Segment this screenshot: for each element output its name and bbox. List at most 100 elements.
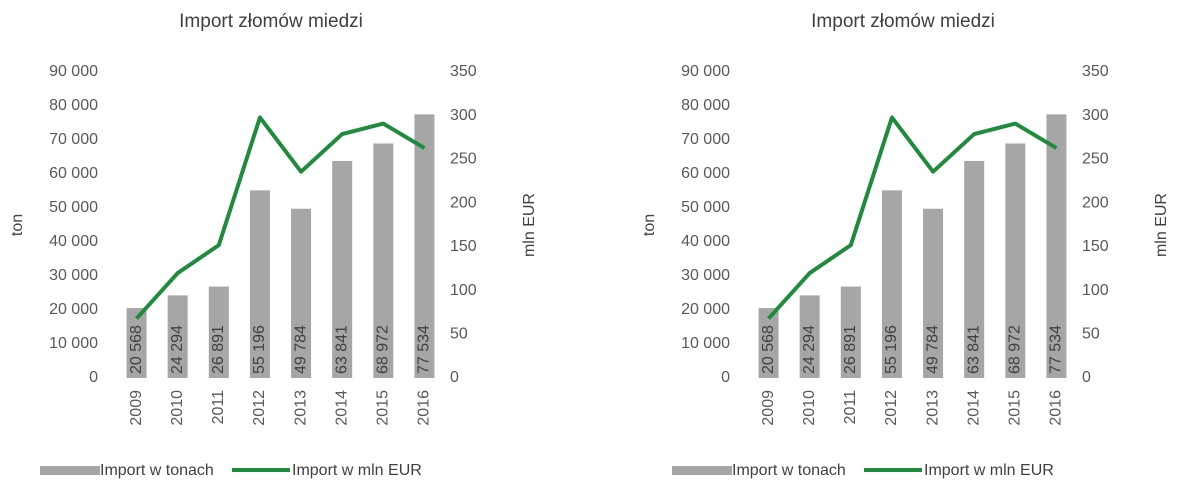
y-tick-label: 40 000 xyxy=(681,233,730,250)
bar xyxy=(373,143,394,378)
x-tick-label: 2012 xyxy=(883,390,900,426)
x-tick-label: 2014 xyxy=(333,390,350,426)
y-axis-title: ton xyxy=(9,214,26,236)
bar xyxy=(208,286,229,378)
data-label: 77 534 xyxy=(416,325,433,374)
legend-label: Import w mln EUR xyxy=(292,462,422,479)
x-tick-label: 2011 xyxy=(210,390,227,425)
y2-tick-label: 350 xyxy=(450,63,477,80)
bar xyxy=(881,190,902,378)
x-tick-label: 2015 xyxy=(375,390,392,426)
y-tick-label: 60 000 xyxy=(681,165,730,182)
bar xyxy=(414,114,435,378)
y-tick-label: 70 000 xyxy=(49,131,98,148)
data-label: 63 841 xyxy=(333,325,350,374)
data-label: 20 568 xyxy=(760,325,777,374)
data-label: 26 891 xyxy=(842,325,859,374)
y2-tick-label: 200 xyxy=(450,194,477,211)
x-tick-label: 2009 xyxy=(128,390,145,426)
y-tick-label: 10 000 xyxy=(49,335,98,352)
data-label: 49 784 xyxy=(292,325,309,374)
y2-tick-label: 0 xyxy=(450,369,459,386)
chart: Import złomów miedzi ton mln EUR 0 10 000 20 … xyxy=(641,11,1170,479)
data-label: 68 972 xyxy=(375,325,392,374)
y2-tick-label: 100 xyxy=(450,282,477,299)
legend-label: Import w tonach xyxy=(100,462,214,479)
y2-tick-label: 150 xyxy=(1082,238,1109,255)
y2-tick-label: 150 xyxy=(450,238,477,255)
y2-axis-title: mln EUR xyxy=(1153,193,1170,257)
y2-tick-label: 300 xyxy=(450,107,477,124)
chart: Import złomów miedzi ton mln EUR 0 10 000 20 … xyxy=(9,11,538,479)
line xyxy=(767,115,1058,320)
x-tick-label: 2015 xyxy=(1007,390,1024,426)
data-label: 49 784 xyxy=(924,325,941,374)
data-label: 20 568 xyxy=(128,325,145,374)
data-label: 55 196 xyxy=(251,325,268,374)
data-label: 77 534 xyxy=(1048,325,1065,374)
x-tick-label: 2013 xyxy=(924,390,941,426)
chart-title: Import złomów miedzi xyxy=(811,11,995,32)
data-label: 55 196 xyxy=(883,325,900,374)
y-tick-label: 0 xyxy=(89,369,98,386)
y-tick-label: 70 000 xyxy=(681,131,730,148)
x-tick-label: 2012 xyxy=(251,390,268,426)
y2-tick-label: 250 xyxy=(1082,151,1109,168)
data-label: 24 294 xyxy=(801,325,818,374)
y-tick-label: 0 xyxy=(721,369,730,386)
bar xyxy=(964,160,985,378)
bar xyxy=(758,308,779,378)
y2-tick-label: 50 xyxy=(1082,326,1100,343)
x-tick-label: 2013 xyxy=(292,390,309,426)
data-label: 63 841 xyxy=(965,325,982,374)
y-tick-label: 40 000 xyxy=(49,233,98,250)
y-tick-label: 30 000 xyxy=(49,267,98,284)
y-tick-label: 10 000 xyxy=(681,335,730,352)
y-tick-label: 50 000 xyxy=(49,199,98,216)
x-tick-label: 2009 xyxy=(760,390,777,426)
bar xyxy=(799,295,820,378)
y-tick-label: 50 000 xyxy=(681,199,730,216)
y-tick-label: 80 000 xyxy=(49,97,98,114)
y2-tick-label: 350 xyxy=(1082,63,1109,80)
legend-swatch xyxy=(672,466,732,475)
bar xyxy=(840,286,861,378)
chart-title: Import złomów miedzi xyxy=(179,11,363,32)
y-tick-label: 90 000 xyxy=(49,63,98,80)
y-tick-label: 60 000 xyxy=(49,165,98,182)
bar xyxy=(126,308,147,378)
bar xyxy=(923,208,944,378)
y-tick-label: 20 000 xyxy=(49,301,98,318)
y2-tick-label: 200 xyxy=(1082,194,1109,211)
y2-tick-label: 300 xyxy=(1082,107,1109,124)
y2-tick-label: 100 xyxy=(1082,282,1109,299)
x-tick-label: 2011 xyxy=(842,390,859,425)
bar xyxy=(167,295,188,378)
data-label: 26 891 xyxy=(210,325,227,374)
y2-axis-title: mln EUR xyxy=(521,193,538,257)
x-tick-label: 2010 xyxy=(169,390,186,426)
data-label: 68 972 xyxy=(1007,325,1024,374)
legend-swatch xyxy=(40,466,100,475)
line xyxy=(135,115,426,320)
y-tick-label: 20 000 xyxy=(681,301,730,318)
x-tick-label: 2016 xyxy=(416,390,433,426)
legend-label: Import w tonach xyxy=(732,462,846,479)
legend-label: Import w mln EUR xyxy=(924,462,1054,479)
bar xyxy=(1046,114,1067,378)
bar xyxy=(249,190,270,378)
y2-tick-label: 250 xyxy=(450,151,477,168)
y-tick-label: 90 000 xyxy=(681,63,730,80)
y-tick-label: 80 000 xyxy=(681,97,730,114)
x-tick-label: 2010 xyxy=(801,390,818,426)
y2-tick-label: 0 xyxy=(1082,369,1091,386)
x-tick-label: 2014 xyxy=(965,390,982,426)
bar xyxy=(332,160,353,378)
data-label: 24 294 xyxy=(169,325,186,374)
bar xyxy=(1005,143,1026,378)
y-tick-label: 30 000 xyxy=(681,267,730,284)
bar xyxy=(291,208,312,378)
y-axis-title: ton xyxy=(641,214,658,236)
y2-tick-label: 50 xyxy=(450,326,468,343)
